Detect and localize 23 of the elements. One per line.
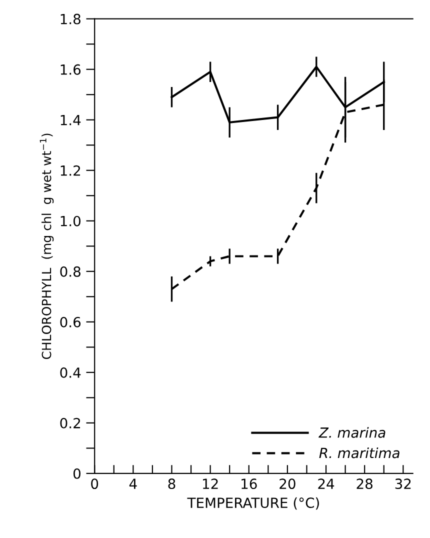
y-tick-label: 1.2 [60, 165, 80, 176]
y-tick-label: 0.6 [60, 316, 81, 328]
y-tick-label: 0.2 [60, 418, 80, 428]
x-tick-label: 32 [395, 478, 411, 490]
y-tick-label: 0.8 [60, 266, 80, 277]
y-tick-label: 1.8 [60, 14, 80, 24]
legend-label: R. maritima [319, 448, 400, 458]
y-axis-title: CHLOROPHYLL (mg chl g wet wt$^{−1}$) [40, 134, 54, 360]
x-tick-label: 0 [91, 478, 98, 490]
x-tick-label: 4 [129, 478, 137, 489]
x-tick-label: 12 [203, 478, 218, 489]
y-tick-label: 0.4 [60, 367, 81, 378]
y-tick-label: 1.6 [60, 64, 81, 75]
x-tick-label: 20 [280, 478, 296, 490]
y-tick-label: 0 [73, 468, 80, 479]
x-tick-label: 28 [356, 478, 372, 490]
legend-label: Z. marina [318, 427, 386, 438]
x-tick-label: 24 [318, 478, 334, 489]
x-tick-label: 8 [168, 478, 176, 490]
y-tick-label: 1.0 [60, 216, 80, 226]
x-axis-title: TEMPERATURE (°C) [187, 497, 319, 510]
y-tick-label: 1.4 [60, 115, 81, 126]
x-tick-label: 16 [242, 478, 257, 490]
